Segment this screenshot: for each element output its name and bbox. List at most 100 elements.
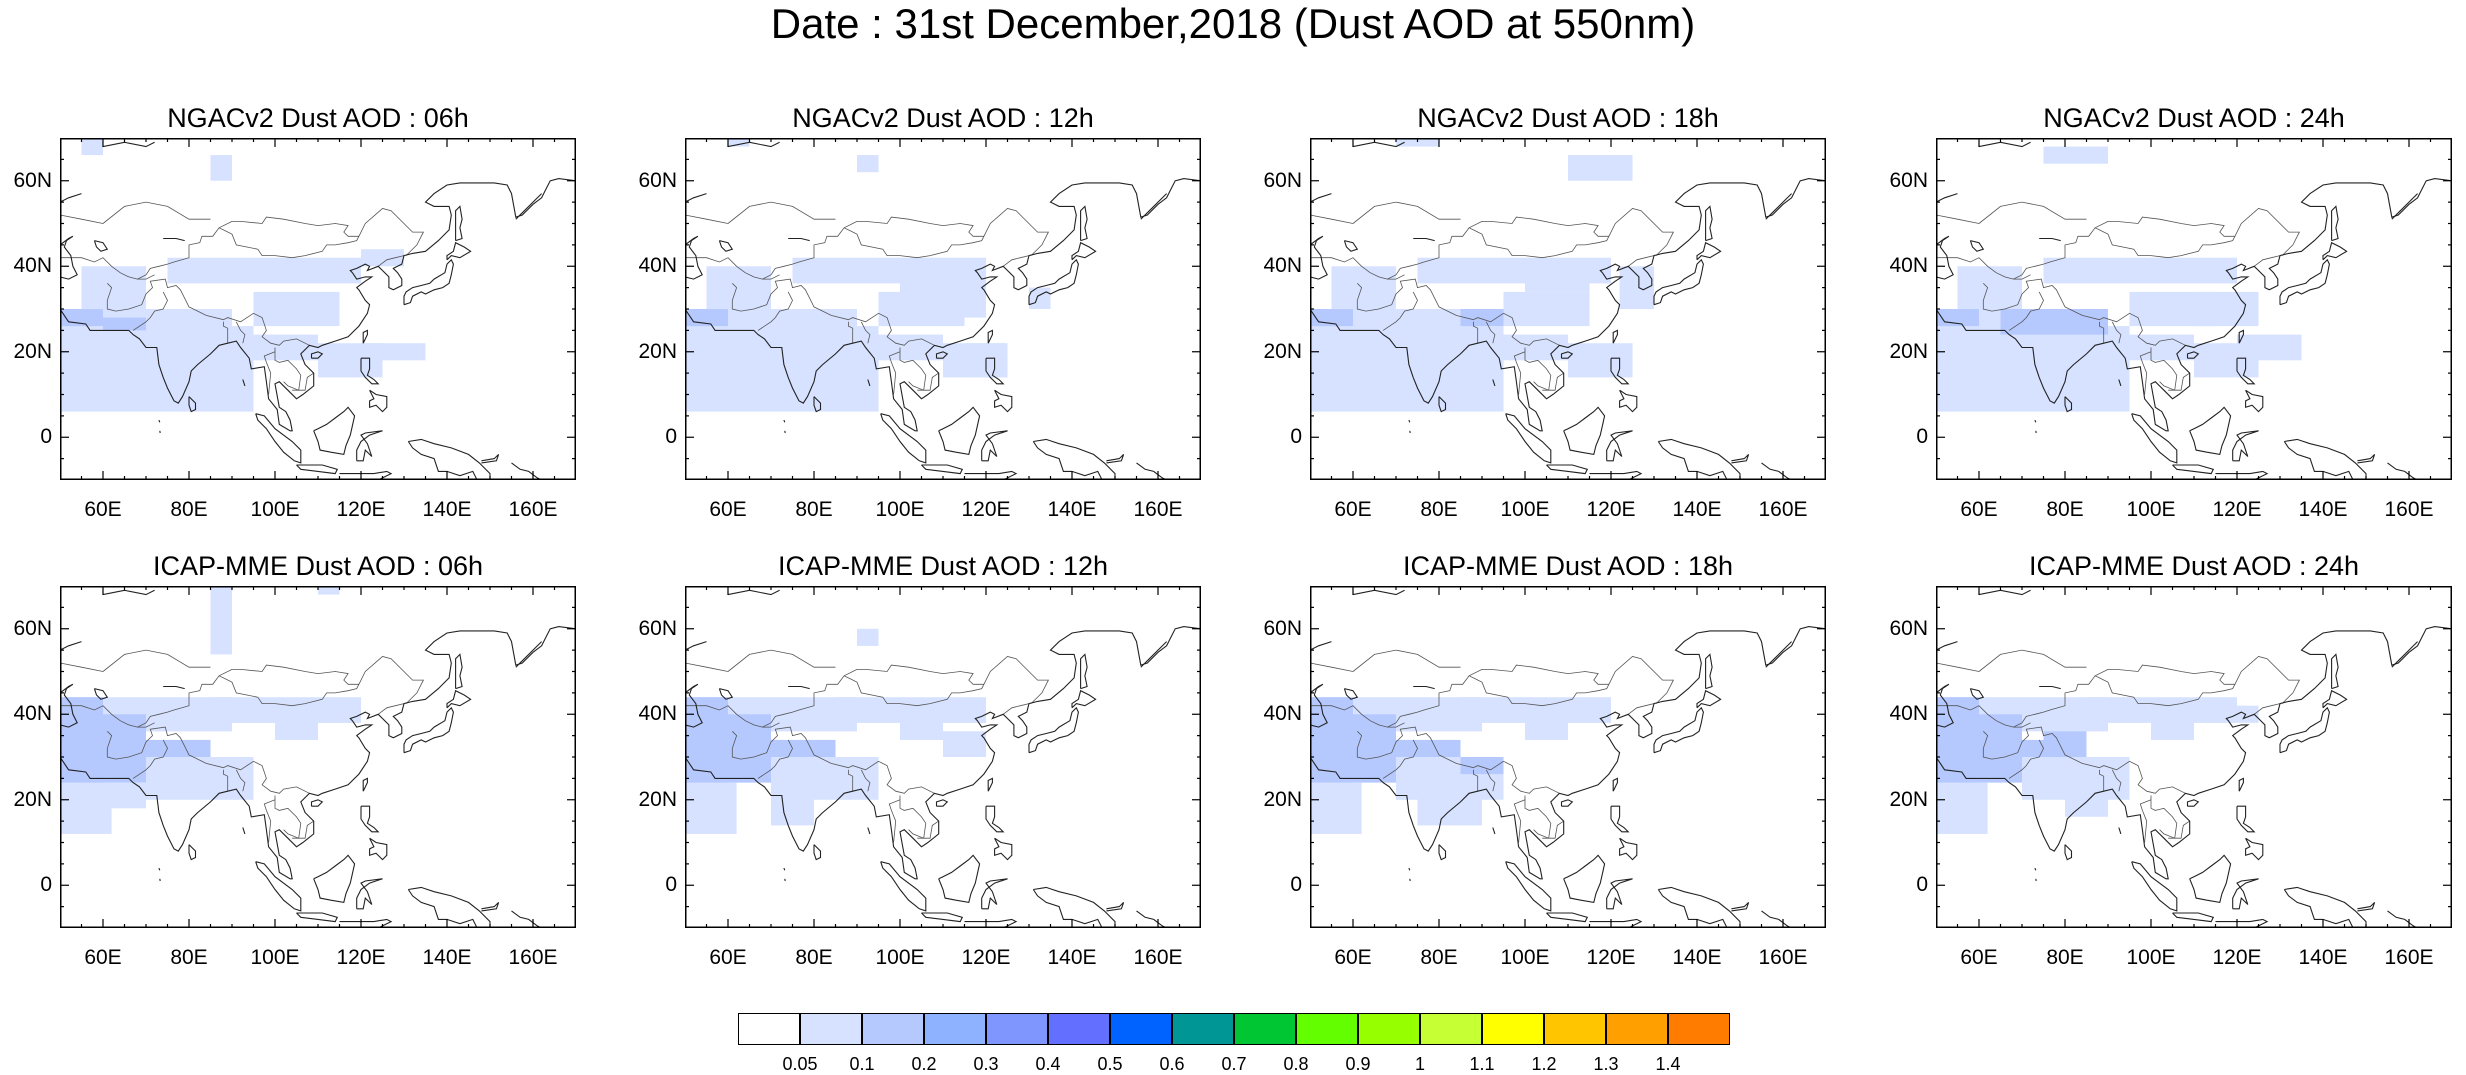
colorbar-swatch [738,1013,800,1045]
main-title: Date : 31st December,2018 (Dust AOD at 5… [0,0,2466,48]
colorbar-swatch [1482,1013,1544,1045]
coastline [2284,439,2366,480]
x-tick-label: 60E [1944,498,2014,522]
coastline [1106,902,1123,911]
x-tick-label: 140E [2288,946,2358,970]
y-tick-label: 60N [627,169,677,193]
colorbar-swatch [1172,1013,1234,1045]
x-tick-label: 120E [951,946,1021,970]
country-border [685,663,728,672]
coastline [2237,806,2254,832]
coastline [1310,194,1332,203]
country-border [103,650,211,671]
country-border [264,800,275,843]
coastline [1547,465,1588,474]
dust-aod-cell [82,138,104,155]
x-tick-label: 160E [1748,946,1818,970]
colorbar-label: 1.1 [1452,1053,1512,1075]
coastline [1706,654,1713,688]
country-border [917,821,939,838]
coastline [788,687,810,689]
coastline [1762,463,1792,480]
country-border [2235,209,2300,256]
colorbar-swatch [1606,1013,1668,1045]
coastline [1564,407,1605,454]
colorbar-swatch [1420,1013,1482,1045]
dust-aod-cell [2065,783,2108,817]
colorbar-label: 1.3 [1576,1053,1636,1075]
x-tick-label: 140E [1662,946,1732,970]
coastline [728,590,780,594]
dust-aod-cell [1568,343,1633,377]
colorbar-label: 1 [1390,1053,1450,1075]
coastline [1607,431,1633,461]
dust-aod-cell [1568,155,1633,181]
coastline [1439,845,1446,860]
x-tick-label: 60E [68,498,138,522]
coastline [2035,868,2036,870]
coastline [447,243,471,260]
x-tick-label: 100E [865,946,935,970]
y-tick-label: 40N [627,702,677,726]
country-border [1979,650,2087,671]
x-tick-label: 140E [1037,946,1107,970]
coastline [189,845,196,860]
y-tick-label: 60N [1878,169,1928,193]
colorbar-swatch [924,1013,986,1045]
y-tick-label: 20N [627,788,677,812]
coastline [2392,642,2418,668]
map-panel [1936,586,2452,928]
coastline [2233,879,2259,909]
coastline [370,390,387,411]
dust-aod-cell [2001,309,2109,335]
y-tick-label: 40N [1252,702,1302,726]
colorbar-swatch [1048,1013,1110,1045]
coastline [982,879,1008,909]
coastline [314,855,355,902]
x-tick-label: 140E [1037,498,1107,522]
y-tick-label: 20N [1252,788,1302,812]
coastline [2173,913,2214,922]
coastline [2392,194,2418,220]
y-tick-label: 40N [2,702,52,726]
colorbar-label: 0.7 [1204,1053,1264,1075]
coastline [1137,463,1167,480]
country-border [359,657,424,704]
country-border [1353,202,1461,223]
country-border [2168,821,2190,838]
panel-title: ICAP-MME Dust AOD : 24h [1936,551,2452,581]
x-tick-label: 60E [68,946,138,970]
coastline [2035,420,2036,422]
coastline [1766,194,1792,220]
dust-aod-cell [2044,147,2109,164]
dust-aod-cell [1620,266,1654,309]
dust-aod-cell [1525,706,1568,723]
country-border [728,202,836,223]
coastline [2246,390,2263,411]
map-svg [685,586,1201,928]
country-border [2140,800,2151,843]
country-border [1936,663,1979,672]
x-tick-label: 120E [951,498,1021,522]
coastline [159,868,160,870]
map-panel [685,586,1201,928]
coastline [922,465,963,474]
coastline [1409,868,1410,870]
coastline [1137,911,1167,928]
dust-aod-cell [103,318,146,331]
y-tick-label: 20N [2,788,52,812]
panel-title: ICAP-MME Dust AOD : 18h [1310,551,1826,581]
x-tick-label: 80E [1404,946,1474,970]
country-border [1609,209,1674,256]
x-tick-label: 100E [1490,498,1560,522]
coastline [2388,911,2418,928]
panel-title: NGACv2 Dust AOD : 18h [1310,103,1826,133]
x-tick-label: 60E [1944,946,2014,970]
coastline [719,241,732,252]
dust-aod-cell [900,266,986,317]
coastline [2039,687,2061,689]
coastline [481,454,498,463]
y-tick-label: 0 [1252,873,1302,897]
coastline [937,800,948,806]
coastline [1081,206,1088,240]
